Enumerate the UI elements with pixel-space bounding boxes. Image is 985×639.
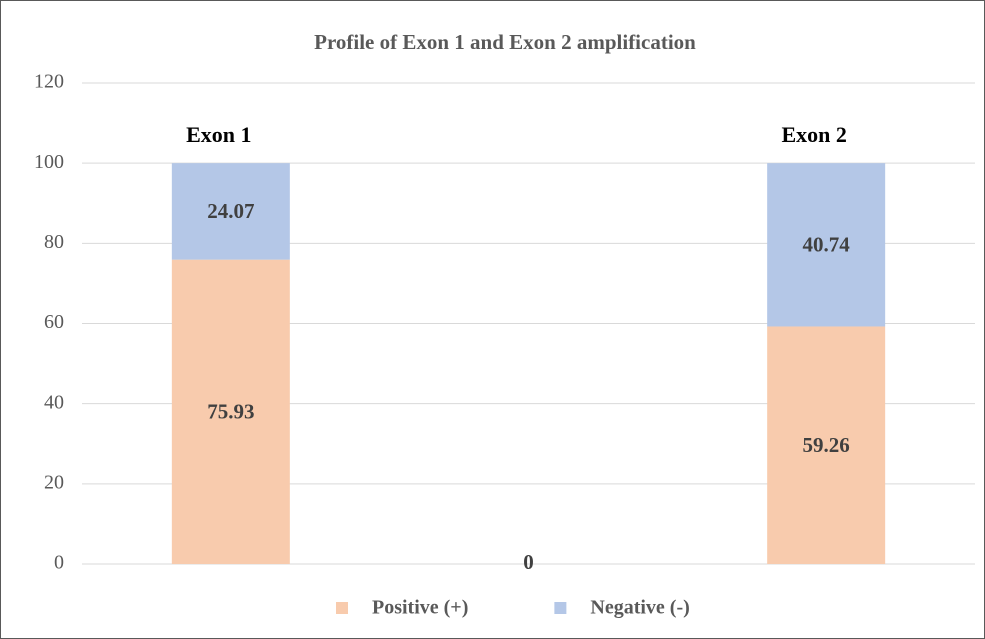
category-label: Exon 2	[781, 122, 846, 147]
category-label: Exon 1	[186, 122, 251, 147]
value-label: 75.93	[207, 400, 254, 424]
value-label: 59.26	[803, 433, 850, 457]
y-tick-label: 80	[44, 231, 64, 253]
bar-segment	[767, 163, 886, 327]
value-label: 40.74	[803, 233, 851, 257]
legend-label: Negative (-)	[590, 597, 689, 619]
bar-segment	[171, 163, 290, 260]
legend-label: Positive (+)	[372, 597, 468, 619]
y-tick-label: 20	[44, 471, 64, 493]
value-label: 24.07	[207, 199, 254, 223]
chart-title: Profile of Exon 1 and Exon 2 amplificati…	[314, 30, 696, 54]
value-label: 0	[523, 550, 534, 574]
y-tick-label: 40	[44, 391, 64, 413]
bar-segment	[767, 326, 886, 564]
y-tick-label: 120	[34, 71, 64, 93]
y-tick-label: 0	[54, 552, 64, 574]
y-tick-label: 60	[44, 311, 64, 333]
y-tick-label: 100	[34, 151, 64, 173]
bar-segment	[171, 259, 290, 564]
legend-swatch	[336, 602, 348, 614]
legend-swatch	[554, 602, 567, 614]
